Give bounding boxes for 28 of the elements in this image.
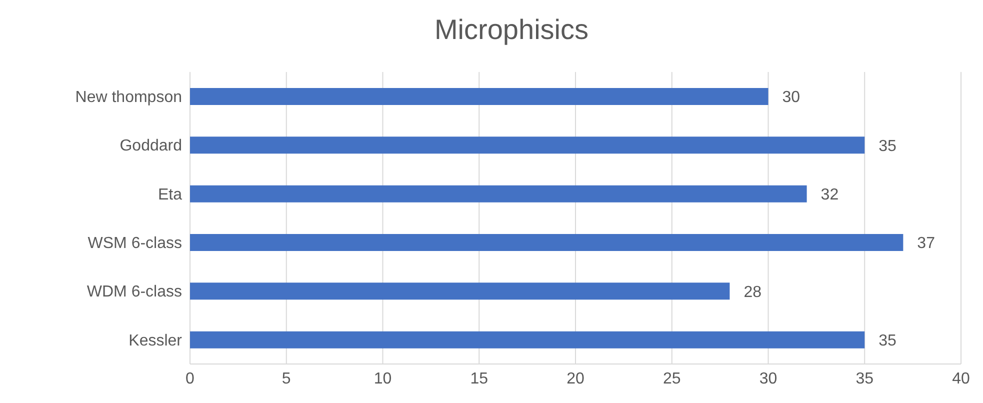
- bar: [190, 282, 730, 300]
- x-tick-label: 0: [186, 370, 195, 388]
- y-tick-label: WDM 6-class: [86, 284, 182, 301]
- x-tick-label: 20: [566, 370, 584, 388]
- bar: [190, 234, 904, 251]
- data-label: 37: [917, 235, 936, 252]
- x-tick-label: 35: [856, 370, 874, 388]
- x-tick-label: 40: [952, 370, 970, 388]
- x-tick-label: 30: [759, 370, 778, 388]
- data-label: 28: [744, 284, 762, 301]
- x-tick-label: 25: [662, 370, 681, 388]
- bar: [190, 185, 807, 202]
- x-tick-label: 10: [374, 370, 392, 388]
- x-tick-label: 5: [282, 370, 291, 388]
- data-label: 32: [820, 186, 839, 204]
- y-tick-label: New thompson: [75, 89, 182, 106]
- data-label: 35: [878, 138, 897, 155]
- x-tick-label: 15: [470, 370, 488, 388]
- bar: [190, 136, 865, 154]
- chart-title: Microphisics: [433, 13, 590, 47]
- data-label: 30: [782, 89, 800, 106]
- y-tick-label: WSM 6-class: [88, 235, 182, 252]
- data-label: 35: [878, 332, 897, 350]
- bar: [190, 331, 865, 348]
- y-tick-label: Goddard: [120, 138, 182, 155]
- y-tick-label: Kessler: [128, 332, 183, 350]
- y-tick-label: Eta: [158, 186, 182, 204]
- bar: [190, 88, 768, 105]
